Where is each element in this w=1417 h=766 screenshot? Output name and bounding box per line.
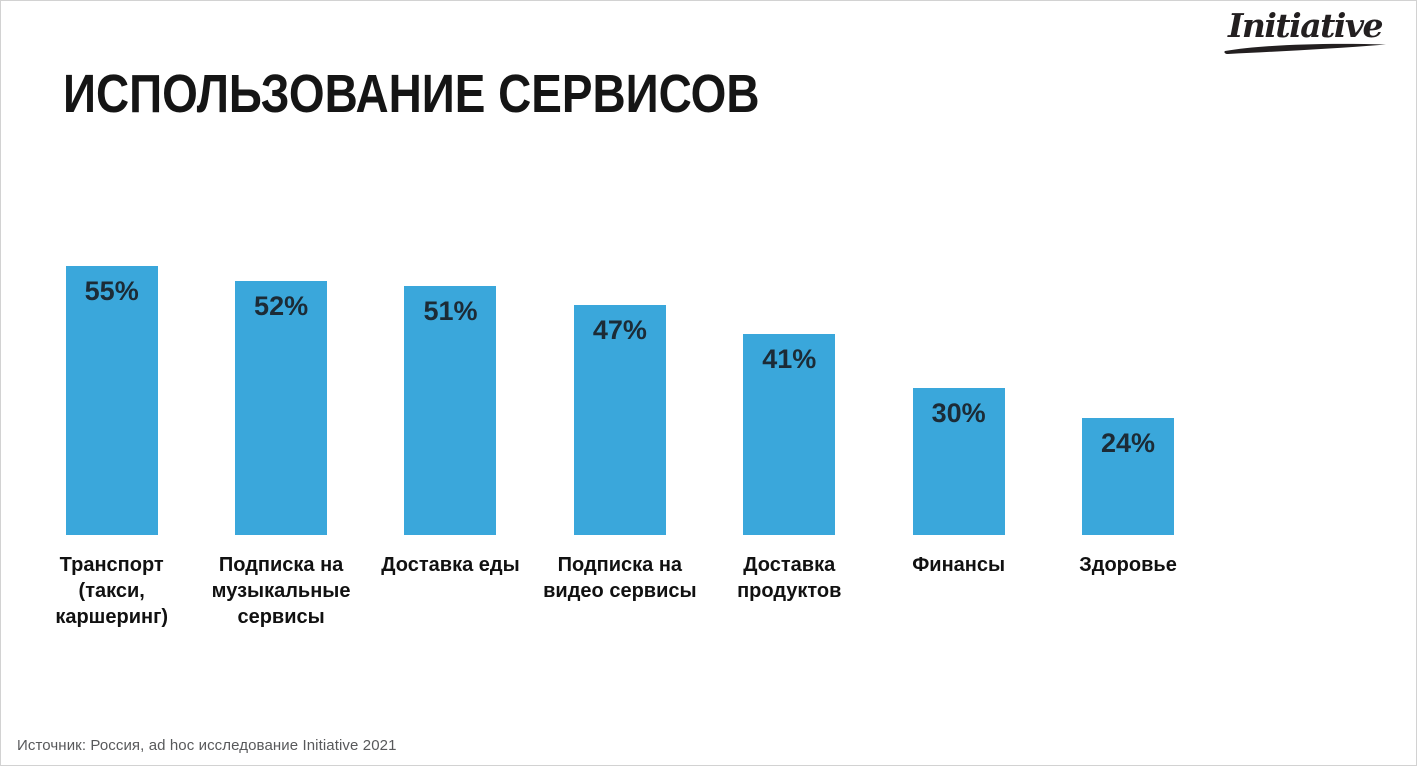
- bar-value-label: 52%: [254, 291, 309, 321]
- initiative-logo: Initiative: [1220, 7, 1390, 55]
- bar-column: 47% Подписка на видео сервисы: [535, 266, 704, 646]
- bar: 51%: [404, 286, 497, 535]
- bar: 24%: [1082, 418, 1175, 535]
- bar-value-label: 55%: [84, 276, 139, 306]
- bar-area: 55%: [27, 266, 196, 535]
- category-label: Подписка на музыкальные сервисы: [211, 554, 351, 628]
- bar-column: 52% Подписка на музыкальные сервисы: [196, 266, 365, 646]
- bar-column: 51% Доставка еды: [366, 266, 535, 646]
- bar-column: 55% Транспорт (такси, каршеринг): [27, 266, 196, 646]
- bar-value-label: 47%: [592, 315, 647, 345]
- bar-value-label: 51%: [423, 296, 478, 326]
- bar-column: 24% Здоровье: [1043, 266, 1212, 646]
- bar-area: 30%: [874, 266, 1043, 535]
- bar-value-label: 30%: [931, 398, 986, 428]
- page-title: ИСПОЛЬЗОВАНИЕ СЕРВИСОВ: [63, 64, 760, 124]
- bar-value-label: 24%: [1101, 428, 1156, 458]
- bar: 47%: [573, 305, 666, 535]
- bar: 41%: [743, 334, 836, 535]
- bar: 30%: [912, 388, 1005, 535]
- source-note: Источник: Россия, ad hoc исследование In…: [17, 737, 397, 754]
- bar-column: 30% Финансы: [874, 266, 1043, 646]
- category-label: Подписка на видео сервисы: [543, 554, 697, 602]
- bar-area: 51%: [366, 266, 535, 535]
- category-label: Финансы: [912, 554, 1006, 576]
- bar: 52%: [235, 281, 328, 535]
- initiative-logo-text: Initiative: [1227, 6, 1384, 45]
- bar-area: 52%: [196, 266, 365, 535]
- category-label: Транспорт (такси, каршеринг): [55, 554, 169, 628]
- bar-area: 24%: [1043, 266, 1212, 535]
- bar-area: 47%: [535, 266, 704, 535]
- bar-area: 41%: [705, 266, 874, 535]
- bar-value-label: 41%: [762, 344, 817, 374]
- bar-column: 41% Доставка продуктов: [705, 266, 874, 646]
- bar: 55%: [65, 266, 158, 535]
- logo-swoosh-icon: [1224, 43, 1386, 55]
- category-label: Доставка продуктов: [737, 554, 842, 602]
- bar-chart: 55% Транспорт (такси, каршеринг) 52% Под…: [27, 266, 1213, 646]
- category-label: Доставка еды: [381, 554, 520, 576]
- category-label: Здоровье: [1079, 554, 1177, 576]
